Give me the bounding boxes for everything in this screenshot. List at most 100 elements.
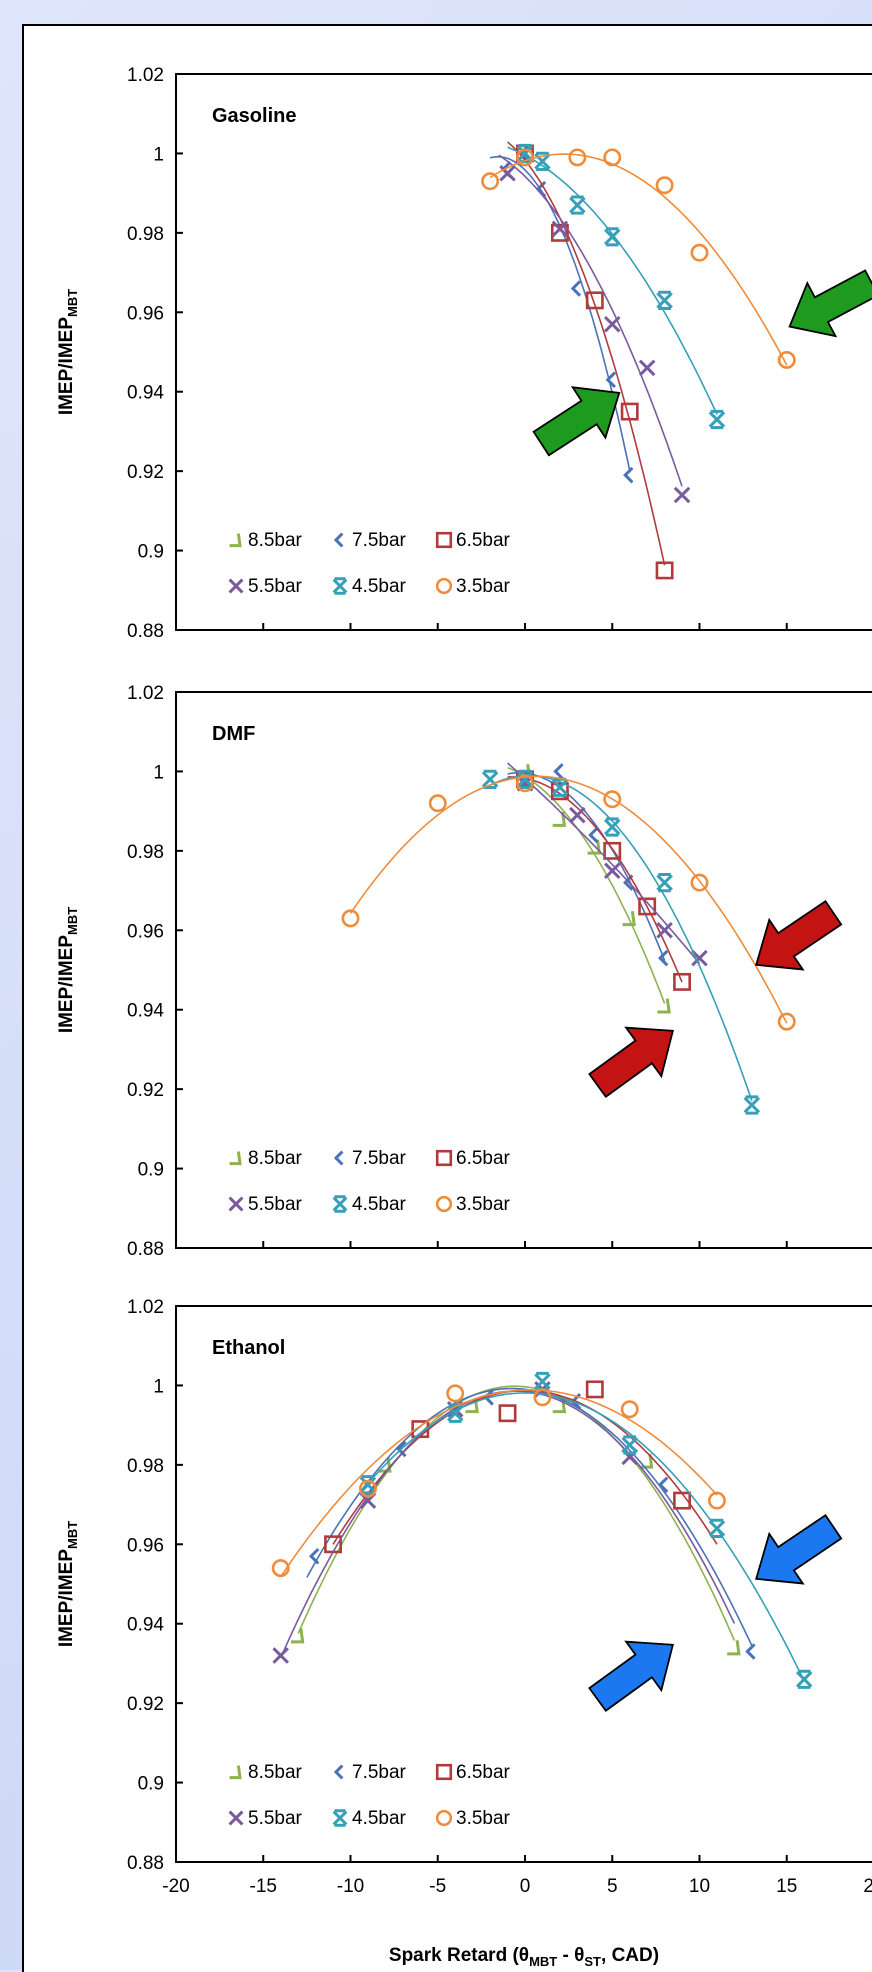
y-tick-label: 0.92 — [127, 1694, 164, 1715]
data-point-7.5bar — [605, 371, 617, 389]
data-point-4.5bar — [603, 817, 621, 837]
y-tick-label: 0.98 — [127, 1456, 164, 1477]
legend-label-6.5bar: 6.5bar — [456, 1762, 511, 1783]
data-point-3.5bar — [603, 790, 622, 809]
data-point-4.5bar — [708, 1518, 726, 1538]
legend-marker-6.5bar — [435, 1763, 453, 1781]
data-point-5.5bar — [272, 1647, 289, 1664]
legend-marker-4.5bar — [332, 577, 348, 595]
x-axis-title: Spark Retard (θMBT - θST, CAD) — [389, 1945, 659, 1969]
legend-label-5.5bar: 5.5bar — [248, 1194, 303, 1215]
data-point-4.5bar — [481, 769, 499, 789]
data-point-4.5bar — [551, 777, 569, 797]
y-tick-label: 1 — [153, 1376, 164, 1397]
y-axis-title: IMEP/IMEPMBT — [56, 289, 80, 415]
data-point-6.5bar — [673, 972, 692, 991]
panel-title: Ethanol — [212, 1337, 285, 1359]
data-point-3.5bar — [446, 1384, 465, 1403]
legend-label-3.5bar: 3.5bar — [456, 576, 511, 597]
data-point-4.5bar — [516, 143, 534, 164]
panel-ethanol: 0.88 0.9 0.92 0.94 0.96 0.98 1 1.02 -20 -15 -10 -5 0… — [56, 1297, 872, 1897]
data-point-5.5bar — [603, 315, 621, 333]
data-point-6.5bar — [585, 291, 604, 310]
data-point-3.5bar — [603, 148, 622, 167]
data-point-3.5bar — [516, 148, 534, 167]
y-tick-label: 1 — [153, 762, 164, 783]
fit-curve-8.5bar — [507, 766, 666, 1004]
data-point-7.5bar — [657, 1476, 669, 1493]
x-tick-label: -10 — [337, 1876, 364, 1897]
data-point-7.5bar — [396, 1440, 407, 1458]
data-point-7.5bar — [657, 949, 669, 967]
data-point-5.5bar — [551, 220, 569, 238]
x-tick-label: 10 — [689, 1876, 710, 1897]
data-point-8.5bar — [290, 1628, 305, 1644]
y-tick-label: 1.02 — [127, 683, 164, 704]
data-point-8.5bar — [552, 811, 567, 827]
arrow-down-left — [755, 899, 843, 971]
data-point-4.5bar — [569, 195, 586, 215]
data-point-8.5bar — [727, 1640, 741, 1656]
data-point-4.5bar — [534, 1371, 551, 1392]
arrow-down-left — [788, 269, 872, 338]
legend-marker-6.5bar — [435, 1149, 453, 1167]
data-point-3.5bar — [777, 350, 796, 369]
y-axis-title: IMEP/IMEPMBT — [56, 907, 80, 1033]
data-point-3.5bar — [707, 1491, 726, 1510]
y-tick-label: 0.96 — [127, 303, 164, 324]
data-point-8.5bar — [465, 1397, 479, 1414]
panel-title: Gasoline — [212, 105, 296, 127]
y-tick-label: 0.96 — [127, 921, 164, 942]
y-tick-label: 0.94 — [127, 1001, 164, 1022]
data-point-3.5bar — [620, 1400, 639, 1419]
arrow-up-right — [588, 1640, 674, 1713]
arrow-down-left — [755, 1513, 843, 1585]
legend-marker-5.5bar — [228, 1196, 244, 1212]
data-point-5.5bar — [656, 922, 673, 939]
data-point-4.5bar — [656, 290, 673, 310]
data-point-6.5bar — [585, 1380, 604, 1399]
legend-marker-7.5bar — [333, 1764, 344, 1780]
data-point-4.5bar — [534, 151, 551, 171]
data-point-8.5bar — [622, 910, 636, 927]
legend-marker-7.5bar — [333, 532, 344, 548]
panel-gasoline: 0.88 0.9 0.92 0.94 0.96 0.98 1 1.02 IMEP/IMEPMBT… — [56, 65, 872, 642]
fit-curve-3.5bar — [489, 153, 788, 366]
legend-label-3.5bar: 3.5bar — [456, 1194, 511, 1215]
x-tick-label: -15 — [250, 1876, 277, 1897]
legend-label-8.5bar: 8.5bar — [248, 1762, 303, 1783]
x-tick-label: -5 — [429, 1876, 446, 1897]
data-point-5.5bar — [691, 949, 708, 967]
data-point-8.5bar — [587, 839, 602, 855]
y-tick-label: 1.02 — [127, 1297, 164, 1318]
legend-label-3.5bar: 3.5bar — [456, 1808, 511, 1829]
legend-label-6.5bar: 6.5bar — [456, 1148, 511, 1169]
data-point-3.5bar — [777, 1012, 796, 1031]
legend-label-8.5bar: 8.5bar — [248, 530, 303, 551]
legend-marker-6.5bar — [435, 531, 453, 549]
y-tick-label: 0.88 — [127, 1239, 164, 1260]
fit-curve-5.5bar — [507, 762, 701, 965]
fit-curve-4.5bar — [507, 146, 718, 415]
y-tick-label: 0.88 — [127, 621, 164, 642]
fit-curve-5.5bar — [498, 154, 683, 487]
fit-curve-3.5bar — [280, 1388, 718, 1578]
data-point-6.5bar — [603, 841, 622, 860]
data-point-4.5bar — [359, 1475, 377, 1495]
legend-label-7.5bar: 7.5bar — [352, 1148, 407, 1169]
y-axis-title: IMEP/IMEPMBT — [56, 1521, 80, 1647]
legend-marker-3.5bar — [435, 1809, 453, 1827]
legend-label-4.5bar: 4.5bar — [352, 576, 407, 597]
data-point-4.5bar — [621, 1435, 638, 1455]
x-tick-label: 0 — [520, 1876, 531, 1897]
data-point-5.5bar — [569, 806, 586, 824]
data-point-3.5bar — [516, 774, 534, 793]
y-tick-label: 0.92 — [127, 462, 164, 483]
data-point-6.5bar — [498, 1404, 517, 1423]
legend-marker-4.5bar — [332, 1809, 348, 1827]
data-point-3.5bar — [341, 909, 360, 928]
y-tick-label: 0.88 — [127, 1853, 164, 1874]
arrow-up-right — [532, 386, 621, 457]
legend-marker-3.5bar — [435, 1195, 453, 1213]
data-point-4.5bar — [446, 1403, 464, 1423]
